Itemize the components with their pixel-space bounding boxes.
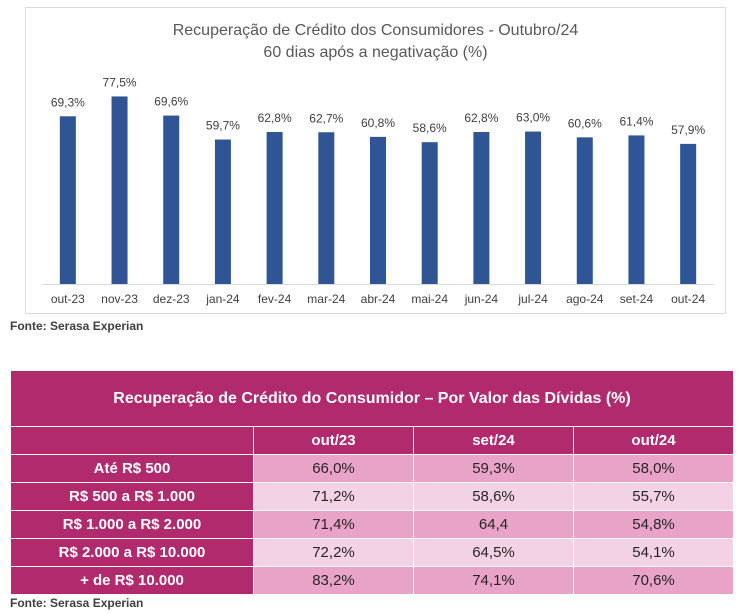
bar-ago-24 xyxy=(576,137,593,284)
x-tick-label: abr-24 xyxy=(361,292,396,306)
table-row: + de R$ 10.000 83,2% 74,1% 70,6% xyxy=(10,566,735,595)
x-tick-label: ago-24 xyxy=(566,292,604,306)
table-cell: 58,0% xyxy=(572,454,735,483)
table-cell: 66,0% xyxy=(253,454,414,483)
bar-out-24 xyxy=(680,143,697,284)
table-header-cell: out/24 xyxy=(572,426,735,455)
x-tick-label: dez-23 xyxy=(153,292,190,306)
chart-container: Recuperação de Crédito dos Consumidores … xyxy=(25,7,726,314)
x-tick-label: nov-23 xyxy=(101,292,138,306)
bar-mai-24 xyxy=(421,142,438,284)
data-label: 57,9% xyxy=(671,123,705,137)
table-cell: 83,2% xyxy=(253,566,414,595)
chart-title-line1: Recuperação de Crédito dos Consumidores … xyxy=(172,22,579,39)
bar-abr-24 xyxy=(370,136,386,284)
table-header-empty xyxy=(10,426,254,455)
debt-value-table: Recuperação de Crédito do Consumidor – P… xyxy=(9,370,735,595)
data-label: 60,6% xyxy=(568,116,602,130)
data-label: 63,0% xyxy=(516,111,550,125)
bar-dez-23 xyxy=(163,115,180,285)
data-label: 58,6% xyxy=(413,121,447,135)
row-label: R$ 2.000 a R$ 10.000 xyxy=(10,538,254,567)
row-label: + de R$ 10.000 xyxy=(10,566,254,595)
x-tick-label: mai-24 xyxy=(411,292,448,306)
table-row: R$ 2.000 a R$ 10.000 72,2% 64,5% 54,1% xyxy=(10,538,735,567)
bar-chart: 69,3% out-23 77,5% nov-23 69,6% dez-23 59,7% ja… xyxy=(42,75,714,306)
table-cell: 71,4% xyxy=(253,510,414,539)
row-label: Até R$ 500 xyxy=(10,454,254,483)
table-cell: 64,4 xyxy=(413,510,574,539)
data-label: 62,8% xyxy=(258,111,292,125)
table-cell: 72,2% xyxy=(253,538,414,567)
bar-out-23 xyxy=(59,116,76,284)
data-label: 59,7% xyxy=(206,119,240,133)
data-label: 62,8% xyxy=(464,111,498,125)
x-tick-label: set-24 xyxy=(620,292,654,306)
x-tick-label: fev-24 xyxy=(258,292,292,306)
table-cell: 71,2% xyxy=(253,482,414,511)
bar-set-24 xyxy=(628,135,645,284)
table-cell: 70,6% xyxy=(572,566,735,595)
data-label: 77,5% xyxy=(103,75,137,89)
chart-source: Fonte: Serasa Experian xyxy=(10,319,144,333)
bar-jul-24 xyxy=(525,131,542,284)
bar-mar-24 xyxy=(318,132,335,284)
table-cell: 59,3% xyxy=(413,454,574,483)
table-cell: 55,7% xyxy=(572,482,735,511)
table-cell: 74,1% xyxy=(413,566,574,595)
table-source: Fonte: Serasa Experian xyxy=(10,596,144,610)
table-row: R$ 1.000 a R$ 2.000 71,4% 64,4 54,8% xyxy=(10,510,735,539)
row-label: R$ 1.000 a R$ 2.000 xyxy=(10,510,254,539)
data-label: 69,3% xyxy=(51,95,85,109)
x-tick-label: out-23 xyxy=(51,292,85,306)
table-cell: 58,6% xyxy=(413,482,574,511)
chart-title: Recuperação de Crédito dos Consumidores … xyxy=(26,20,725,64)
x-tick-label: out-24 xyxy=(671,292,705,306)
data-label: 69,6% xyxy=(154,95,188,109)
x-tick-label: jun-24 xyxy=(464,292,499,306)
table-cell: 64,5% xyxy=(413,538,574,567)
table-header-cell: set/24 xyxy=(413,426,574,455)
data-label: 60,8% xyxy=(361,116,395,130)
x-tick-label: jul-24 xyxy=(517,292,548,306)
row-label: R$ 500 a R$ 1.000 xyxy=(10,482,254,511)
bar-jun-24 xyxy=(473,132,490,284)
bar-fev-24 xyxy=(266,132,283,284)
bar-nov-23 xyxy=(111,96,128,284)
x-tick-label: jan-24 xyxy=(205,292,240,306)
data-label: 61,4% xyxy=(619,114,653,128)
table-header-cell: out/23 xyxy=(253,426,414,455)
table-row: Até R$ 500 66,0% 59,3% 58,0% xyxy=(10,454,735,483)
table-title: Recuperação de Crédito do Consumidor – P… xyxy=(9,370,735,427)
chart-title-line2: 60 dias após a negativação (%) xyxy=(263,44,488,61)
table-cell: 54,1% xyxy=(572,538,735,567)
table-row: R$ 500 a R$ 1.000 71,2% 58,6% 55,7% xyxy=(10,482,735,511)
table-cell: 54,8% xyxy=(572,510,735,539)
data-label: 62,7% xyxy=(309,111,343,125)
x-tick-label: mar-24 xyxy=(307,292,345,306)
bar-jan-24 xyxy=(214,139,231,284)
